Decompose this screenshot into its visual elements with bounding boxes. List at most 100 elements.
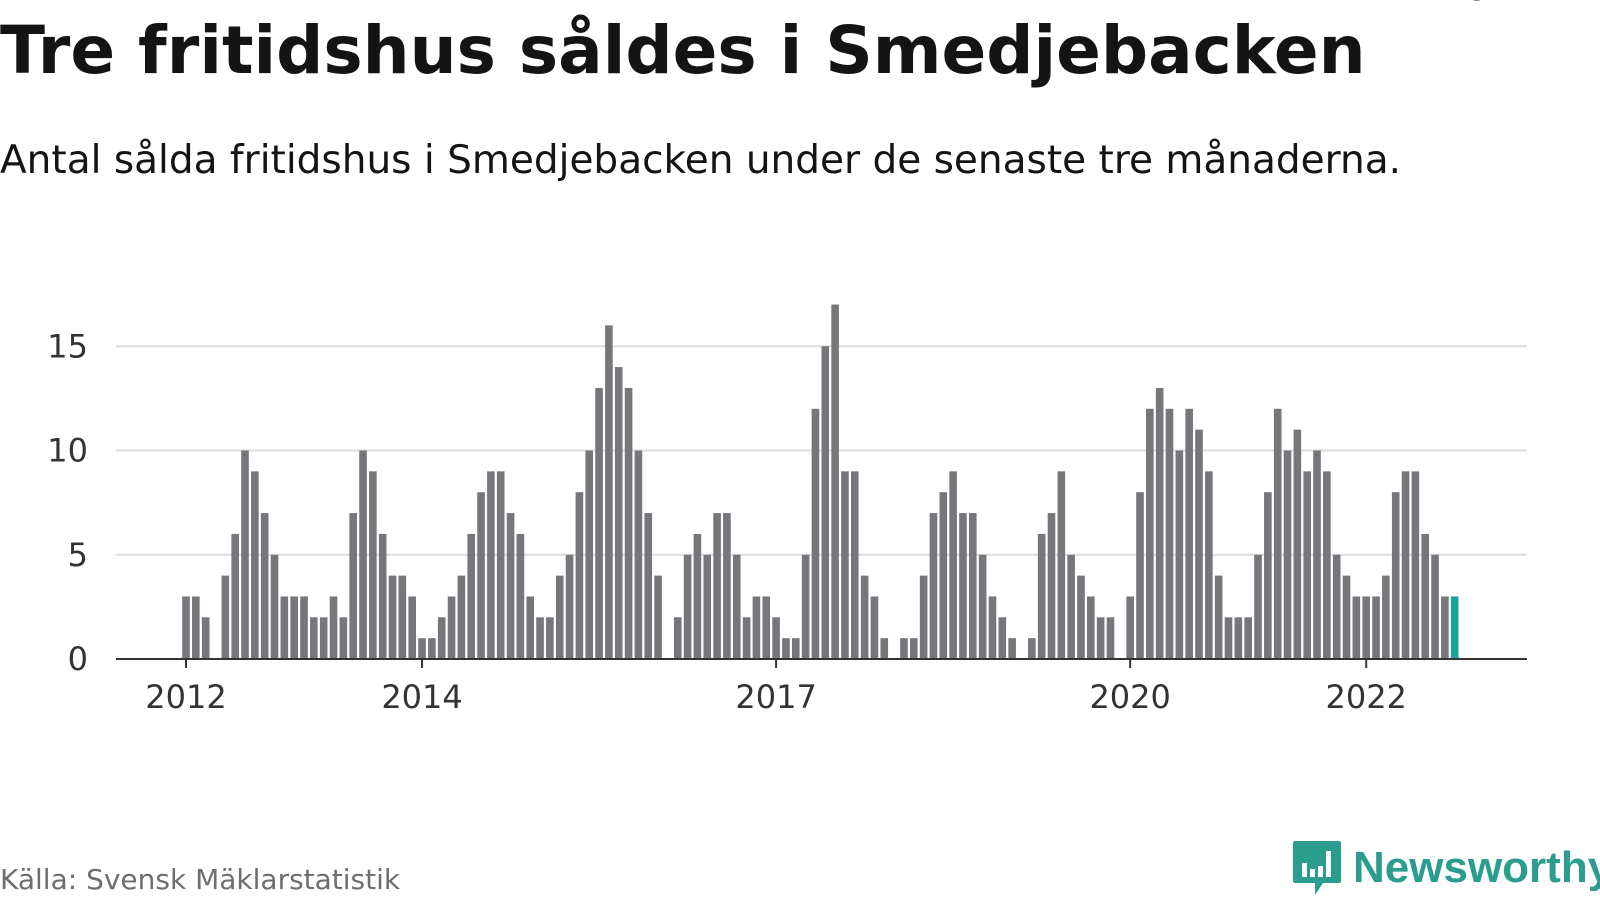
bar xyxy=(231,533,239,659)
bar xyxy=(969,513,977,659)
bar xyxy=(310,617,318,659)
bar xyxy=(634,450,643,659)
bar xyxy=(378,533,387,659)
bar xyxy=(1332,554,1341,659)
bar xyxy=(1077,575,1085,659)
bar xyxy=(1175,450,1184,659)
x-tick-label: 2012 xyxy=(145,678,226,716)
bar xyxy=(723,513,731,659)
bar xyxy=(732,554,741,659)
brand-name: Newsworthy xyxy=(1353,843,1600,892)
bar xyxy=(1342,575,1351,659)
bar xyxy=(408,596,417,659)
bar xyxy=(762,596,771,659)
bar xyxy=(1067,554,1075,659)
bar xyxy=(487,471,495,659)
bar xyxy=(418,638,426,659)
bar xyxy=(644,513,653,659)
bar xyxy=(870,596,879,659)
x-tick-label: 2014 xyxy=(381,678,462,716)
bar xyxy=(742,617,751,659)
bar-chart: 0 5 10 15 2012 2014 2017 2020 2022 3 xyxy=(47,0,1527,716)
bar xyxy=(595,387,603,659)
bar xyxy=(605,325,613,659)
bar xyxy=(251,471,259,659)
bar xyxy=(575,492,584,659)
bar xyxy=(398,575,407,659)
bar xyxy=(437,617,446,659)
bar xyxy=(290,596,298,659)
bar xyxy=(673,617,682,659)
bar xyxy=(860,575,869,659)
y-tick-label: 5 xyxy=(68,536,88,574)
bar xyxy=(526,596,535,659)
bar xyxy=(772,617,780,659)
brand-logo: Newsworthy xyxy=(1291,838,1600,898)
bar xyxy=(1087,596,1095,659)
bar xyxy=(260,513,269,659)
bar xyxy=(1411,471,1420,659)
bar xyxy=(693,533,702,659)
bar xyxy=(801,554,810,659)
bar xyxy=(1362,596,1370,659)
bar xyxy=(949,471,957,659)
bar xyxy=(1008,638,1016,659)
bar xyxy=(1136,492,1144,659)
bar xyxy=(388,575,397,659)
bar xyxy=(1146,408,1154,659)
bar xyxy=(654,575,662,659)
bar xyxy=(1421,533,1430,659)
x-tick-label: 2017 xyxy=(735,678,816,716)
bar xyxy=(1313,450,1321,659)
bar xyxy=(506,513,515,659)
bar xyxy=(791,638,800,659)
bar xyxy=(811,408,820,659)
bar xyxy=(1401,471,1410,659)
bar xyxy=(447,596,456,659)
bar xyxy=(516,533,525,659)
bar xyxy=(1234,617,1243,659)
bar xyxy=(182,596,190,659)
bar xyxy=(1205,471,1213,659)
bar xyxy=(457,575,466,659)
bar xyxy=(349,513,357,659)
bar xyxy=(369,471,377,659)
bar xyxy=(850,471,859,659)
y-tick-label: 10 xyxy=(47,432,88,470)
bar xyxy=(1185,408,1193,659)
bar xyxy=(1352,596,1361,659)
bar xyxy=(1037,533,1046,659)
bar xyxy=(585,450,594,659)
bar xyxy=(1323,471,1331,659)
bar xyxy=(300,596,308,659)
bar xyxy=(467,533,476,659)
bar xyxy=(241,450,249,659)
bar xyxy=(1028,638,1036,659)
bar xyxy=(192,596,200,659)
bar xyxy=(752,596,761,659)
bar xyxy=(1047,513,1056,659)
bar xyxy=(359,450,367,659)
bar xyxy=(703,554,712,659)
bar xyxy=(1106,617,1115,659)
bar xyxy=(1155,387,1164,659)
bar xyxy=(939,492,948,659)
chart-title: Tre fritidshus såldes i Smedjebacken xyxy=(0,12,1366,89)
bar xyxy=(329,596,338,659)
bar xyxy=(900,638,908,659)
bar xyxy=(1273,408,1282,659)
bar xyxy=(1254,554,1262,659)
bar xyxy=(919,575,928,659)
bar xyxy=(1057,471,1066,659)
bar xyxy=(555,575,564,659)
bar xyxy=(713,513,721,659)
source-note: Källa: Svensk Mäklarstatistik xyxy=(0,863,401,896)
bar xyxy=(782,638,790,659)
bar xyxy=(1431,554,1439,659)
bar xyxy=(1441,596,1449,659)
bar xyxy=(1264,492,1272,659)
bar xyxy=(1244,617,1252,659)
bar xyxy=(1283,450,1292,659)
bar xyxy=(831,304,839,659)
bar xyxy=(929,513,938,659)
